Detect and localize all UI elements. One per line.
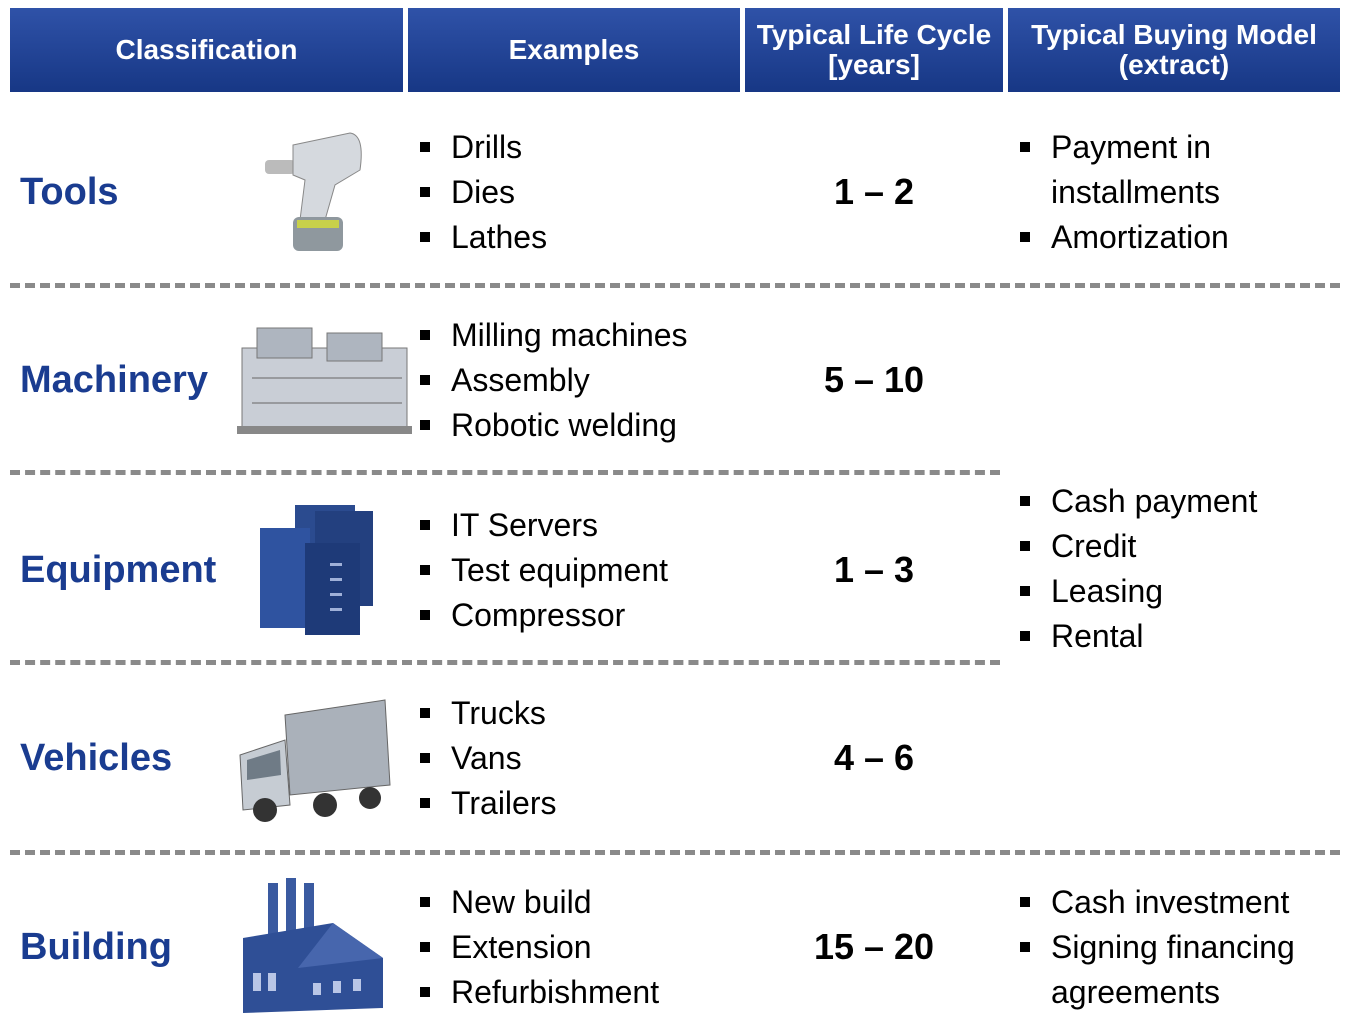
life-cycle: 15 – 20 <box>813 926 935 967</box>
buying-model-item: Credit <box>1018 524 1346 569</box>
header-cell: Classification <box>10 8 403 92</box>
factory-icon <box>243 878 383 1013</box>
row-separator <box>10 470 1000 475</box>
buying-model-item: Cash investment <box>1018 880 1346 925</box>
example-item: Extension <box>418 925 748 970</box>
example-item: New build <box>418 880 748 925</box>
life-cycle: 1 – 2 <box>833 171 915 212</box>
example-item: Milling machines <box>418 313 748 358</box>
example-item: Vans <box>418 736 748 781</box>
example-item: Trucks <box>418 691 748 736</box>
buying-model-item: Rental <box>1018 614 1346 659</box>
example-item: Robotic welding <box>418 403 748 448</box>
examples-list: Drills Dies Lathes <box>418 125 748 260</box>
classification: Building <box>20 926 172 968</box>
classification: Tools <box>20 171 119 213</box>
examples-list: IT Servers Test equipment Compressor <box>418 503 748 638</box>
examples-list: Trucks Vans Trailers <box>418 691 748 826</box>
example-item: Compressor <box>418 593 748 638</box>
buying-model-item: Leasing <box>1018 569 1346 614</box>
buying-model-item: Payment in installments <box>1018 125 1346 215</box>
buying-model-list: Cash payment Credit Leasing Rental <box>1018 479 1346 659</box>
buying-model-item: Cash payment <box>1018 479 1346 524</box>
classification: Equipment <box>20 549 217 591</box>
example-item: Trailers <box>418 781 748 826</box>
example-item: Lathes <box>418 215 748 260</box>
classification: Machinery <box>20 359 208 401</box>
header-cell: Typical Life Cycle [years] <box>745 8 1003 92</box>
row-separator <box>10 850 1340 855</box>
example-item: IT Servers <box>418 503 748 548</box>
buying-model-item: Signing financing agreements <box>1018 925 1346 1015</box>
buying-model-item: Amortization <box>1018 215 1346 260</box>
classification: Vehicles <box>20 737 173 779</box>
examples-list: New build Extension Refurbishment <box>418 880 748 1015</box>
header-cell: Typical Buying Model (extract) <box>1008 8 1340 92</box>
header-cell: Examples <box>408 8 740 92</box>
examples-list: Milling machines Assembly Robotic welding <box>418 313 748 448</box>
row-separator <box>10 283 1340 288</box>
example-item: Drills <box>418 125 748 170</box>
example-item: Refurbishment <box>418 970 748 1015</box>
example-item: Test equipment <box>418 548 748 593</box>
example-item: Dies <box>418 170 748 215</box>
row-separator <box>10 660 1000 665</box>
truck-icon <box>239 699 391 822</box>
example-item: Assembly <box>418 358 748 403</box>
drill-icon <box>265 132 362 251</box>
buying-model-list: Cash investment Signing financing agreeme… <box>1018 880 1346 1015</box>
server-icon <box>260 505 373 635</box>
life-cycle: 4 – 6 <box>833 737 915 778</box>
life-cycle: 5 – 10 <box>823 359 925 400</box>
buying-model-list: Payment in installments Amortization <box>1018 125 1346 260</box>
machinery-icon <box>237 327 412 434</box>
life-cycle: 1 – 3 <box>833 549 915 590</box>
